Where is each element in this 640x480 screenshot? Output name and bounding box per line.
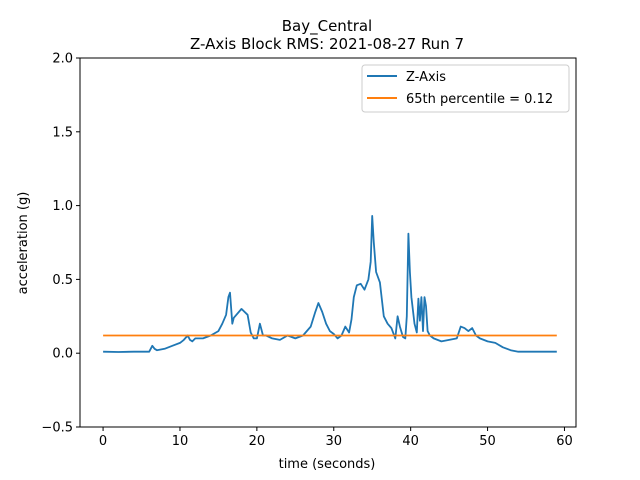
x-axis-label: time (seconds) bbox=[279, 457, 376, 472]
series-line-z-axis bbox=[103, 214, 557, 353]
legend-label-z-axis: Z-Axis bbox=[406, 70, 446, 85]
chart-title-line2: Z-Axis Block RMS: 2021-08-27 Run 7 bbox=[190, 35, 464, 53]
plot-frame bbox=[79, 57, 577, 428]
x-tick-label: 0 bbox=[99, 434, 107, 449]
x-tick-label: 10 bbox=[172, 434, 189, 449]
chart-title-line1: Bay_Central bbox=[282, 17, 372, 36]
y-tick-label: −0.5 bbox=[41, 421, 73, 436]
x-tick-label: 30 bbox=[325, 434, 342, 449]
y-tick-label: 1.0 bbox=[52, 199, 73, 214]
plot-lines bbox=[103, 214, 557, 353]
y-axis-label: acceleration (g) bbox=[16, 192, 31, 295]
y-tick-label: 0.5 bbox=[52, 273, 73, 288]
y-axis-ticks: −0.5 0.0 0.5 1.0 1.5 2.0 bbox=[41, 52, 80, 436]
x-axis-ticks: 0 10 20 30 40 50 60 bbox=[99, 427, 573, 449]
x-tick-label: 60 bbox=[556, 434, 573, 449]
legend-box bbox=[361, 64, 570, 113]
y-tick-label: 2.0 bbox=[52, 52, 73, 67]
y-tick-label: 1.5 bbox=[52, 125, 73, 140]
y-tick-label: 0.0 bbox=[52, 347, 73, 362]
x-tick-label: 20 bbox=[249, 434, 266, 449]
legend-label-percentile: 65th percentile = 0.12 bbox=[406, 92, 553, 107]
x-tick-label: 50 bbox=[479, 434, 496, 449]
legend: Z-Axis 65th percentile = 0.12 bbox=[361, 64, 570, 113]
x-tick-label: 40 bbox=[402, 434, 419, 449]
